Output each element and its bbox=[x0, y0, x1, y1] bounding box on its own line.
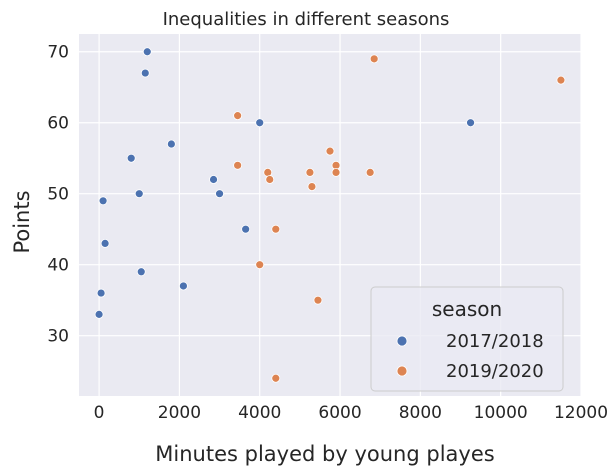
data-point-series-0 bbox=[255, 118, 265, 128]
y-tick-label: 30 bbox=[47, 327, 69, 347]
data-point-series-0 bbox=[140, 68, 150, 78]
data-point-series-0 bbox=[466, 118, 475, 128]
data-point-series-1 bbox=[305, 168, 315, 177]
legend-marker-2017-2018 bbox=[396, 335, 408, 347]
legend-label-2017-2018: 2017/2018 bbox=[446, 331, 544, 352]
legend-marker-2019-2020 bbox=[396, 365, 408, 377]
data-point-series-0 bbox=[209, 175, 218, 184]
data-points bbox=[94, 47, 566, 383]
y-tick-label: 70 bbox=[47, 43, 69, 63]
legend-title: season bbox=[432, 297, 502, 321]
legend: season 2017/2018 2019/2020 bbox=[370, 286, 564, 392]
chart-title: Inequalities in different seasons bbox=[163, 9, 450, 30]
data-point-series-0 bbox=[100, 238, 110, 248]
data-point-series-0 bbox=[241, 224, 251, 234]
data-point-series-0 bbox=[179, 281, 188, 291]
x-tick-labels: 0 2000 4000 6000 8000 10000 12000 bbox=[94, 403, 608, 423]
data-point-series-0 bbox=[166, 139, 176, 149]
x-tick-label: 0 bbox=[94, 403, 105, 423]
y-axis-title: Points bbox=[10, 190, 34, 253]
data-point-series-1 bbox=[233, 160, 243, 170]
y-tick-label: 50 bbox=[47, 185, 69, 205]
data-point-series-0 bbox=[126, 153, 136, 163]
data-point-series-1 bbox=[271, 224, 281, 234]
data-point-series-1 bbox=[365, 168, 375, 177]
data-point-series-0 bbox=[142, 47, 152, 57]
y-tick-labels: 30 40 50 60 70 bbox=[47, 43, 69, 347]
data-point-series-0 bbox=[98, 196, 108, 206]
x-tick-label: 2000 bbox=[158, 403, 201, 423]
data-point-series-0 bbox=[94, 309, 104, 319]
data-point-series-0 bbox=[136, 267, 146, 277]
x-tick-label: 10000 bbox=[474, 403, 528, 423]
data-point-series-1 bbox=[556, 75, 566, 85]
x-tick-label: 8000 bbox=[399, 403, 442, 423]
gridlines bbox=[79, 34, 582, 396]
data-point-series-1 bbox=[255, 260, 265, 270]
data-point-series-1 bbox=[369, 54, 379, 64]
data-point-series-1 bbox=[313, 295, 323, 305]
data-point-series-1 bbox=[331, 168, 341, 177]
data-point-series-0 bbox=[96, 288, 106, 298]
y-tick-label: 40 bbox=[47, 256, 69, 276]
x-tick-label: 12000 bbox=[554, 403, 608, 423]
data-point-series-1 bbox=[271, 373, 281, 383]
x-tick-label: 6000 bbox=[318, 403, 361, 423]
data-point-series-1 bbox=[233, 111, 243, 121]
data-point-series-0 bbox=[134, 189, 144, 199]
legend-box bbox=[370, 286, 564, 392]
data-point-series-0 bbox=[215, 189, 224, 199]
x-axis-title: Minutes played by young playes bbox=[155, 442, 494, 466]
y-tick-label: 60 bbox=[47, 114, 69, 134]
data-point-series-1 bbox=[325, 146, 335, 156]
legend-label-2019-2020: 2019/2020 bbox=[446, 361, 544, 382]
x-tick-label: 4000 bbox=[238, 403, 281, 423]
data-point-series-1 bbox=[307, 182, 317, 192]
data-point-series-1 bbox=[265, 175, 275, 184]
